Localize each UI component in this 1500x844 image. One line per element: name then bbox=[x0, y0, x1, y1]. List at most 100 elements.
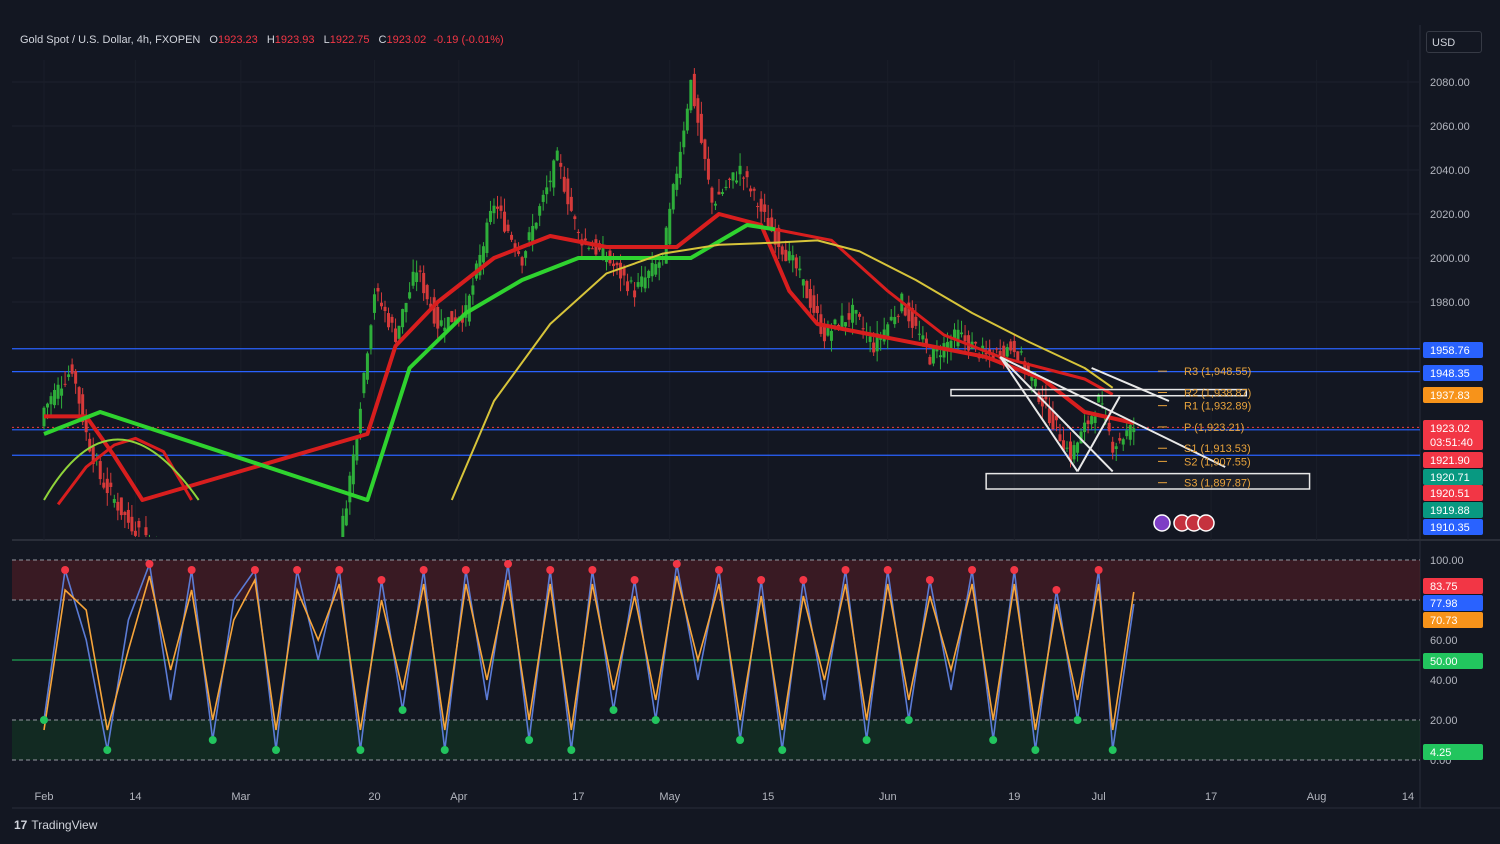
candle-body bbox=[703, 139, 707, 159]
candle-body bbox=[668, 208, 672, 245]
candle-body bbox=[654, 264, 658, 275]
oscillator-line bbox=[43, 575, 1135, 731]
candle-body bbox=[692, 73, 696, 107]
candle-body bbox=[1058, 434, 1062, 441]
candle-body bbox=[956, 329, 960, 347]
candle-body bbox=[601, 246, 605, 260]
oversold-cross-marker bbox=[525, 736, 534, 744]
currency-selector[interactable]: USD bbox=[1426, 31, 1482, 53]
time-tick-label: Feb bbox=[35, 791, 54, 803]
oscillator-tick-label: 100.00 bbox=[1430, 555, 1464, 567]
oscillator-tag bbox=[1423, 578, 1483, 594]
candle-body bbox=[675, 173, 679, 190]
candle-body bbox=[626, 281, 630, 292]
oscillator-tag-text: 70.73 bbox=[1430, 615, 1458, 627]
candle-body bbox=[770, 217, 774, 232]
candle-body bbox=[70, 364, 74, 374]
candle-body bbox=[1107, 422, 1111, 432]
candle-body bbox=[699, 113, 703, 143]
overbought-cross-marker bbox=[419, 566, 428, 574]
time-tick-label: 17 bbox=[1205, 791, 1217, 803]
oscillator-tick-label: 20.00 bbox=[1430, 715, 1458, 727]
candle-body bbox=[411, 271, 415, 286]
candle-body bbox=[429, 303, 433, 308]
candle-body bbox=[826, 325, 830, 336]
time-tick-label: 14 bbox=[1402, 791, 1414, 803]
candle-body bbox=[910, 308, 914, 328]
price-tag bbox=[1423, 519, 1483, 535]
candle-body bbox=[949, 340, 953, 351]
oscillator-tag bbox=[1423, 744, 1483, 760]
candle-body bbox=[963, 335, 967, 342]
symbol-header[interactable]: Gold Spot / U.S. Dollar, 4h, FXOPEN O192… bbox=[20, 34, 504, 46]
ma-red-down bbox=[774, 227, 1114, 396]
candle-body bbox=[376, 287, 380, 292]
oscillator-tick-label: 60.00 bbox=[1430, 635, 1458, 647]
candle-body bbox=[1125, 430, 1129, 437]
bar-countdown-text: 03:51:40 bbox=[1430, 437, 1473, 449]
candle-body bbox=[706, 158, 710, 180]
candle-body bbox=[133, 530, 137, 536]
overbought-cross-marker bbox=[883, 566, 892, 574]
candle-body bbox=[98, 461, 102, 480]
price-tag-text: 1910.35 bbox=[1430, 522, 1470, 534]
price-tag-text: 1921.90 bbox=[1430, 455, 1470, 467]
candle-body bbox=[998, 350, 1002, 360]
oversold-cross-marker bbox=[1108, 746, 1117, 754]
oscillator-tag bbox=[1423, 595, 1483, 611]
price-tag bbox=[1423, 342, 1483, 358]
last-price-tag bbox=[1423, 420, 1483, 450]
horizontal-levels[interactable] bbox=[12, 348, 1420, 456]
oscillator-tag bbox=[1423, 653, 1483, 669]
candle-body bbox=[724, 186, 728, 188]
candle-body bbox=[422, 272, 426, 294]
candle-body bbox=[478, 254, 482, 276]
price-tick-label: 2060.00 bbox=[1430, 121, 1470, 133]
oversold-cross-marker bbox=[862, 736, 871, 744]
tradingview-brand[interactable]: 17 TradingView bbox=[14, 818, 97, 832]
price-axis[interactable]: 1980.00 2000.00 2020.00 2040.00 2060.00 2080.… bbox=[1430, 77, 1470, 767]
candle-body bbox=[777, 227, 781, 247]
oversold-cross-marker bbox=[40, 716, 48, 724]
candle-body bbox=[372, 294, 376, 313]
candle-body bbox=[1086, 420, 1090, 425]
candle-body bbox=[953, 329, 957, 339]
candle-body bbox=[365, 353, 369, 380]
candle-body bbox=[974, 341, 978, 344]
time-tick-label: May bbox=[659, 791, 680, 803]
candle-body bbox=[794, 257, 798, 269]
candle-body bbox=[1069, 441, 1073, 462]
candle-body bbox=[566, 178, 570, 205]
candle-body bbox=[1002, 345, 1006, 359]
time-axis[interactable]: Feb 14 Mar 20 Apr 17 May 15 Jun 19 Jul 17 Aug 14 bbox=[35, 791, 1415, 803]
ma-red-early bbox=[56, 436, 193, 506]
oversold-zone bbox=[12, 720, 1420, 760]
low-value: 1922.75 bbox=[329, 34, 370, 46]
candle-body bbox=[875, 333, 879, 352]
candle-body bbox=[105, 478, 109, 494]
candle-body bbox=[119, 497, 123, 516]
price-tag-text: 1937.83 bbox=[1430, 390, 1470, 402]
candle-body bbox=[889, 316, 893, 321]
candle-body bbox=[485, 222, 489, 254]
candle-body bbox=[1019, 351, 1023, 353]
candle-body bbox=[784, 249, 788, 262]
ma-slow-yellow bbox=[450, 239, 1114, 501]
time-tick-label: Aug bbox=[1307, 791, 1327, 803]
oscillator-tick-label: 40.00 bbox=[1430, 675, 1458, 687]
candle-body bbox=[689, 79, 693, 111]
candle-body bbox=[559, 162, 563, 167]
overbought-cross-marker bbox=[841, 566, 850, 574]
oversold-cross-marker bbox=[904, 716, 913, 724]
oversold-cross-marker bbox=[609, 706, 618, 714]
candle-body bbox=[527, 232, 531, 241]
candle-body bbox=[868, 336, 872, 342]
candle-body bbox=[657, 262, 661, 268]
candle-body bbox=[481, 246, 485, 263]
drawings[interactable] bbox=[950, 356, 1311, 532]
pivot-label: S1 (1,913.53) bbox=[1184, 443, 1251, 455]
candle-body bbox=[130, 516, 134, 532]
candle-body bbox=[622, 266, 626, 276]
overbought-cross-marker bbox=[504, 560, 513, 568]
